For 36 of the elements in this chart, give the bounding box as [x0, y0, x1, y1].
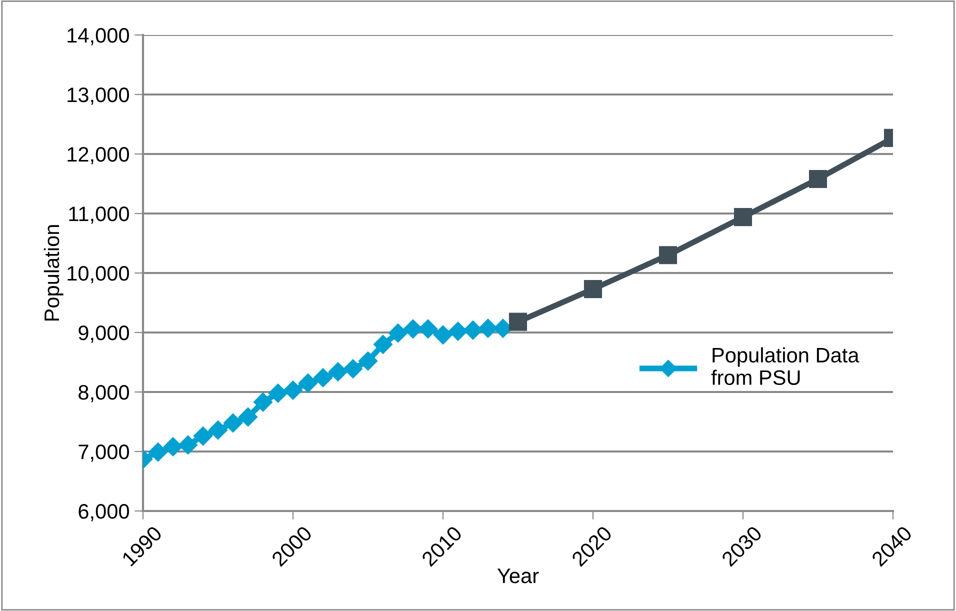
- point: [508, 312, 528, 331]
- y-axis-title: Population: [44, 225, 64, 321]
- point: [808, 170, 828, 188]
- point: [313, 368, 333, 388]
- point: [328, 362, 348, 382]
- y-tick-label: 12,000: [68, 147, 129, 164]
- point: [584, 280, 602, 298]
- point: [283, 380, 303, 400]
- point: [298, 374, 318, 393]
- y-tick-label: 7,000: [78, 444, 129, 462]
- y-tick-label: 8,000: [78, 385, 129, 402]
- point: [178, 435, 198, 454]
- y-tick-label: 10,000: [68, 266, 129, 284]
- y-tick-label: 13,000: [68, 88, 129, 105]
- point: [253, 392, 273, 412]
- y-tick-label: 9,000: [78, 326, 129, 343]
- point: [238, 407, 258, 427]
- point: [268, 384, 288, 403]
- y-tick-label: 6,000: [78, 504, 129, 522]
- point: [388, 324, 408, 343]
- point: [163, 437, 183, 456]
- point: [658, 246, 678, 264]
- point: [433, 325, 453, 344]
- x-axis-title: Year: [497, 568, 539, 584]
- point: [358, 352, 378, 371]
- point: [734, 208, 752, 226]
- point: [343, 359, 363, 378]
- y-tick-label: 14,000: [68, 28, 129, 46]
- point: [463, 320, 483, 340]
- legend-label: Population Data from PSU: [711, 347, 860, 386]
- point: [223, 413, 243, 432]
- point: [373, 334, 393, 354]
- point: [148, 442, 168, 462]
- point: [193, 426, 213, 446]
- point: [208, 420, 228, 440]
- y-tick-label: 11,000: [69, 206, 129, 224]
